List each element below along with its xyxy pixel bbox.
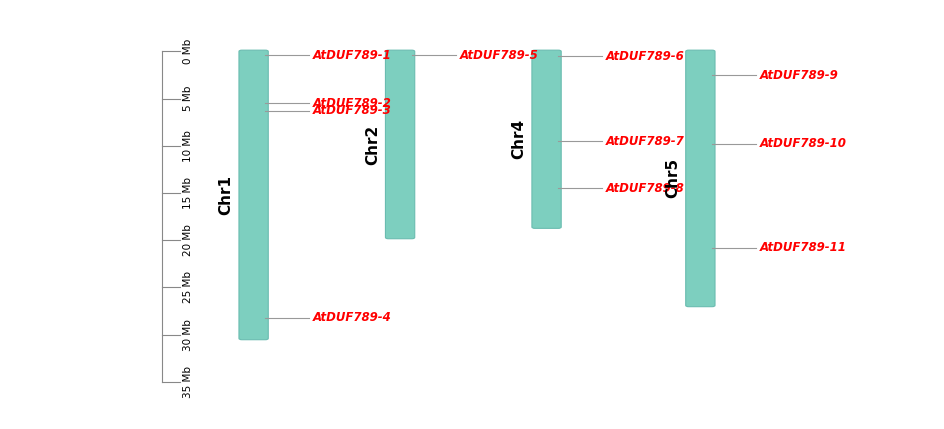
Text: 25 Mb: 25 Mb <box>183 272 194 303</box>
Text: Chr1: Chr1 <box>218 175 233 215</box>
Text: 5 Mb: 5 Mb <box>183 86 194 112</box>
Text: AtDUF789-10: AtDUF789-10 <box>759 137 846 151</box>
Text: AtDUF789-1: AtDUF789-1 <box>312 49 391 62</box>
Text: AtDUF789-2: AtDUF789-2 <box>312 97 391 110</box>
Text: Chr2: Chr2 <box>364 124 379 165</box>
Text: 35 Mb: 35 Mb <box>183 366 194 398</box>
Text: AtDUF789-9: AtDUF789-9 <box>759 69 837 82</box>
Text: 30 Mb: 30 Mb <box>183 319 194 350</box>
FancyBboxPatch shape <box>385 50 414 239</box>
Text: Chr4: Chr4 <box>511 119 526 159</box>
FancyBboxPatch shape <box>685 50 715 307</box>
Text: 10 Mb: 10 Mb <box>183 130 194 162</box>
Text: 15 Mb: 15 Mb <box>183 177 194 209</box>
Text: 20 Mb: 20 Mb <box>183 224 194 256</box>
Text: Chr5: Chr5 <box>665 158 680 199</box>
Text: AtDUF789-11: AtDUF789-11 <box>759 241 846 254</box>
Text: AtDUF789-3: AtDUF789-3 <box>312 104 391 118</box>
Text: AtDUF789-7: AtDUF789-7 <box>605 135 683 148</box>
Text: AtDUF789-8: AtDUF789-8 <box>605 182 683 195</box>
FancyBboxPatch shape <box>239 50 268 340</box>
FancyBboxPatch shape <box>531 50 561 228</box>
Text: AtDUF789-6: AtDUF789-6 <box>605 50 683 63</box>
Text: AtDUF789-5: AtDUF789-5 <box>459 49 537 62</box>
Text: AtDUF789-4: AtDUF789-4 <box>312 311 391 324</box>
Text: 0 Mb: 0 Mb <box>183 39 194 64</box>
